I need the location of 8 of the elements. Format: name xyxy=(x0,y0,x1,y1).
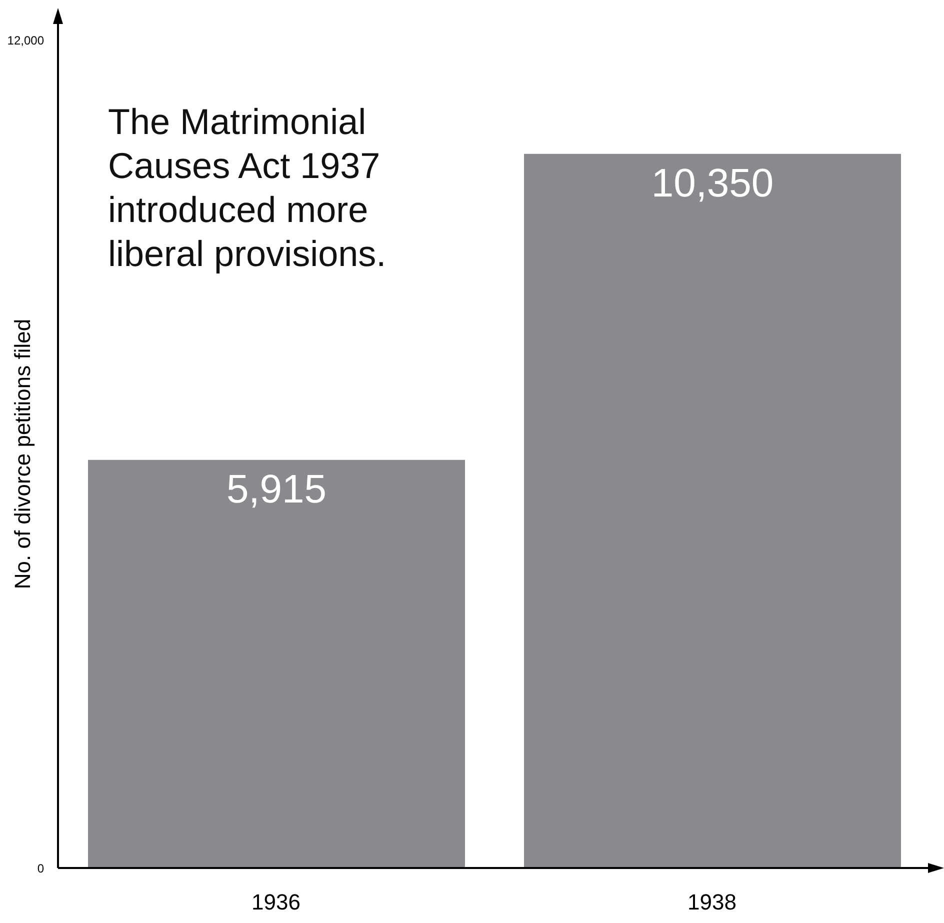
x-tick-label: 1936 xyxy=(252,890,300,915)
y-tick-label: 0 xyxy=(37,861,44,876)
y-axis-title: No. of divorce petitions filed xyxy=(10,318,36,590)
x-tick-label: 1938 xyxy=(688,890,736,915)
annotation: The Matrimonial Causes Act 1937 introduced more liberal provisions. xyxy=(108,100,388,276)
data-label: 10,350 xyxy=(651,161,774,206)
y-tick-label: 12,000 xyxy=(7,33,44,48)
data-label: 5,915 xyxy=(226,467,327,512)
